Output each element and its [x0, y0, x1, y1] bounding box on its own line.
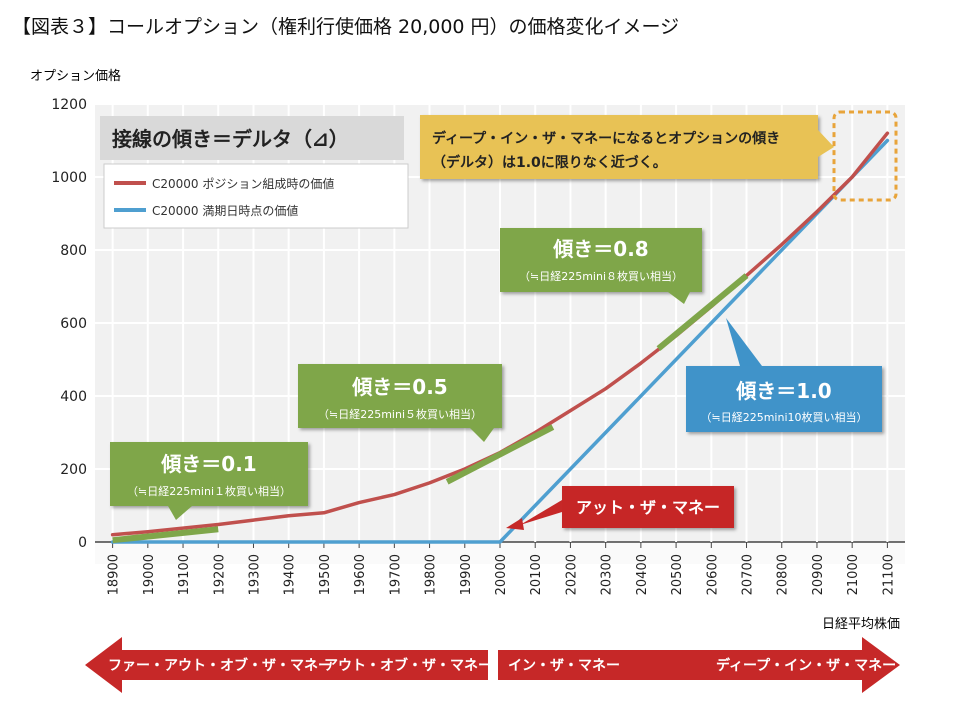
x-tick-label: 19200 — [212, 554, 227, 595]
x-tick-label: 20200 — [564, 554, 579, 595]
slope-10-title: 傾き＝1.0 — [735, 379, 831, 403]
legend-box — [103, 163, 409, 229]
x-tick-label: 19000 — [142, 554, 157, 595]
otm-label: アウト・オブ・ザ・マネー — [324, 657, 492, 674]
figure-title: 【図表３】コールオプション（権利行使価格 20,000 円）の価格変化イメージ — [12, 16, 680, 38]
atm-pointer — [520, 500, 562, 525]
x-tick-label: 20400 — [635, 554, 650, 595]
y-tick-label: 400 — [60, 389, 87, 405]
slope-05-pointer — [470, 428, 494, 442]
slope-08-callout: 傾き＝0.8 （≒日経225mini８枚買い相当） — [500, 228, 702, 304]
atm-callout: アット・ザ・マネー — [506, 486, 734, 530]
deep-itm-note: ディープ・イン・ザ・マネーになるとオプションの傾き （デルタ）は1.0に限りなく… — [420, 110, 898, 202]
slope-10-callout: 傾き＝1.0 （≒日経225mini10枚買い相当） — [686, 318, 882, 432]
atm-arrowhead — [506, 518, 524, 530]
x-tick-label: 20100 — [529, 554, 544, 595]
legend-entry-expiry: C20000 満期日時点の価値 — [152, 203, 298, 218]
slope-08-box — [500, 228, 702, 292]
slope-01-callout: 傾き＝0.1 （≒日経225mini１枚買い相当） — [110, 442, 308, 520]
x-tick-label: 19700 — [388, 554, 403, 595]
atm-label: アット・ザ・マネー — [576, 498, 720, 517]
y-tick-label: 1200 — [51, 97, 87, 113]
legend: C20000 ポジション組成時の価値 C20000 満期日時点の価値 — [103, 163, 409, 229]
x-axis-label: 日経平均株価 — [822, 617, 900, 632]
slope-05-title: 傾き＝0.5 — [351, 375, 447, 399]
x-axis-ticks: 18900 19000 19100 19200 19300 19400 19500 19600… — [107, 554, 897, 595]
deep-itm-label: ディープ・イン・ザ・マネー — [716, 657, 896, 674]
legend-entry-position: C20000 ポジション組成時の価値 — [152, 176, 334, 191]
x-tick-label: 21100 — [881, 554, 896, 595]
slope-05-callout: 傾き＝0.5 （≒日経225mini５枚買い相当） — [298, 364, 502, 442]
x-tick-label: 21000 — [846, 554, 861, 595]
y-tick-label: 1000 — [51, 170, 87, 186]
tangent-segment — [445, 424, 555, 485]
atm-box — [562, 486, 734, 528]
x-tick-label: 19900 — [459, 554, 474, 595]
y-axis-ticks: 0 200 400 600 800 1000 1200 — [51, 97, 87, 551]
tangent-segment — [656, 273, 749, 351]
x-tick-label: 19100 — [177, 554, 192, 595]
deep-itm-note-line-1: ディープ・イン・ザ・マネーになるとオプションの傾き — [432, 130, 780, 147]
x-tick-label: 19500 — [318, 554, 333, 595]
y-tick-label: 600 — [60, 316, 87, 332]
tangent-segment — [112, 526, 219, 544]
slope-01-sub: （≒日経225mini１枚買い相当） — [127, 484, 291, 498]
x-tick-label: 20000 — [494, 554, 509, 595]
x-tick-label: 20700 — [741, 554, 756, 595]
tangent-segments — [112, 273, 749, 544]
slope-10-box — [686, 366, 882, 432]
y-axis-label: オプション価格 — [30, 68, 121, 84]
slope-08-sub: （≒日経225mini８枚買い相当） — [519, 269, 683, 283]
delta-heading: 接線の傾き＝デルタ（⊿） — [112, 127, 349, 151]
deep-itm-note-box — [420, 115, 818, 179]
slope-10-sub: （≒日経225mini10枚買い相当） — [700, 410, 867, 424]
x-tick-label: 20800 — [776, 554, 791, 595]
x-tick-label: 20500 — [670, 554, 685, 595]
slope-01-box — [110, 442, 308, 506]
far-otm-label: ファー・アウト・オブ・ザ・マネー — [108, 657, 332, 674]
deep-itm-note-line-2: （デルタ）は1.0に限りなく近づく。 — [432, 154, 667, 171]
x-tick-label: 20600 — [705, 554, 720, 595]
series-line-expiry-value — [110, 138, 890, 544]
x-tick-label: 19600 — [353, 554, 368, 595]
deep-itm-note-pointer — [818, 130, 834, 157]
slope-05-sub: （≒日経225mini５枚買い相当） — [318, 407, 482, 421]
x-tick-label: 19400 — [283, 554, 298, 595]
y-tick-label: 200 — [60, 462, 87, 478]
otm-arrow — [85, 637, 488, 693]
moneyness-arrows: ファー・アウト・オブ・ザ・マネー アウト・オブ・ザ・マネー イン・ザ・マネー デ… — [85, 637, 900, 693]
x-tick-label: 20300 — [600, 554, 615, 595]
slope-05-box — [298, 364, 502, 428]
x-tick-label: 20900 — [811, 554, 826, 595]
itm-arrow — [498, 637, 900, 693]
x-tick-label: 19800 — [424, 554, 439, 595]
x-tick-label: 19300 — [247, 554, 262, 595]
slope-01-title: 傾き＝0.1 — [160, 452, 256, 476]
slope-01-pointer — [168, 506, 192, 520]
y-tick-label: 800 — [60, 243, 87, 259]
slope-08-title: 傾き＝0.8 — [552, 237, 648, 261]
y-tick-label: 0 — [78, 535, 87, 551]
x-tick-label: 18900 — [107, 554, 122, 595]
itm-label: イン・ザ・マネー — [508, 658, 620, 674]
delta-heading-box — [100, 116, 404, 160]
slope-08-pointer — [668, 292, 690, 304]
slope-10-pointer — [726, 318, 762, 366]
